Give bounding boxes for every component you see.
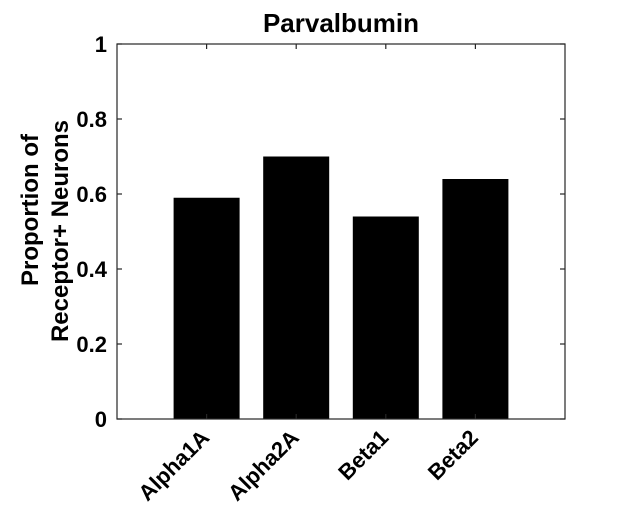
y-axis-label-line2: Receptor+ Neurons — [47, 120, 74, 342]
x-tick-label-beta2: Beta2 — [423, 425, 483, 485]
bar-alpha1a — [173, 197, 240, 419]
bars-group — [173, 156, 509, 419]
y-tick-label: 0.2 — [76, 332, 107, 357]
plot-area-frame — [116, 43, 566, 420]
y-tick-label: 0.4 — [76, 257, 107, 282]
y-tick-label: 0 — [95, 407, 107, 432]
bar-alpha2a — [263, 156, 330, 419]
y-tick-label: 0.8 — [76, 107, 107, 132]
y-tick-label: 1 — [95, 32, 107, 57]
y-ticks-group: 0 0.2 0.4 0.6 0.8 1 — [76, 32, 565, 432]
x-tick-label-alpha1a: Alpha1A — [133, 425, 214, 506]
y-axis-label-line1: Proportion of — [17, 133, 44, 286]
bar-beta2 — [442, 179, 509, 419]
x-tick-label-beta1: Beta1 — [333, 425, 393, 485]
axes-group — [116, 43, 566, 420]
x-tick-label-alpha2a: Alpha2A — [223, 425, 304, 506]
bar-beta1 — [352, 216, 419, 419]
chart-title: Parvalbumin — [263, 8, 419, 38]
y-tick-label: 0.6 — [76, 182, 107, 207]
